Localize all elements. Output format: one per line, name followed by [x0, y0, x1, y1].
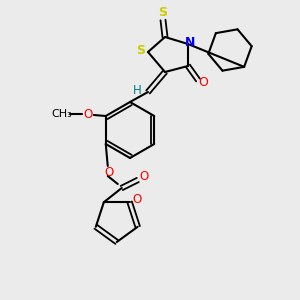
Text: O: O — [132, 193, 141, 206]
Text: S: S — [158, 5, 167, 19]
Text: O: O — [198, 76, 208, 89]
Text: S: S — [136, 44, 146, 56]
Text: O: O — [104, 166, 113, 178]
Text: O: O — [139, 170, 148, 184]
Text: CH₃: CH₃ — [51, 109, 72, 119]
Text: O: O — [83, 107, 92, 121]
Text: N: N — [185, 35, 195, 49]
Text: H: H — [133, 83, 141, 97]
